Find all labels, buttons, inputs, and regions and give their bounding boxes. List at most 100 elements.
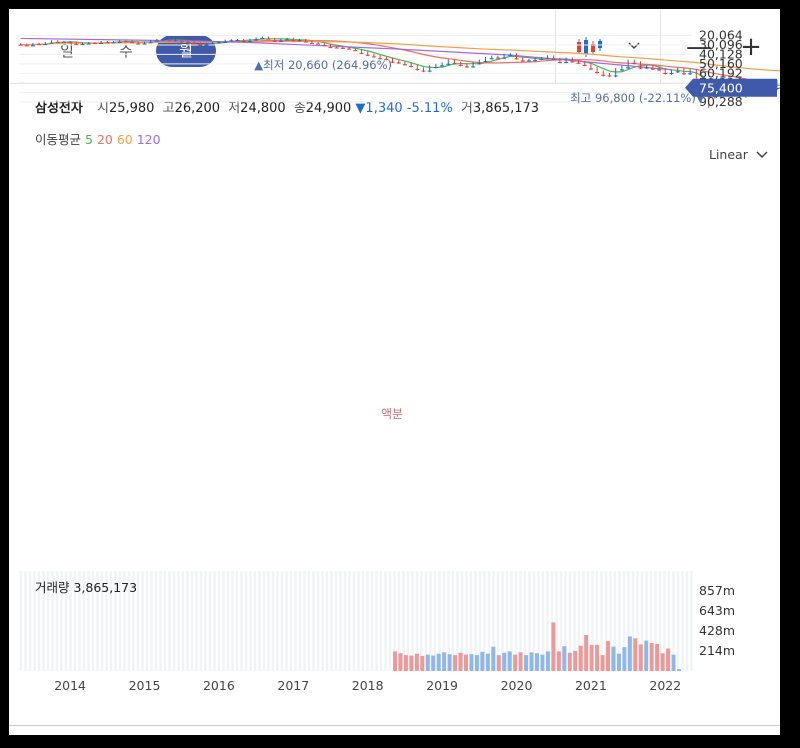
volume-bar bbox=[414, 653, 419, 671]
candle bbox=[316, 43, 321, 45]
volume-bar bbox=[491, 646, 496, 671]
candle bbox=[272, 40, 277, 42]
candle bbox=[49, 42, 54, 44]
candle bbox=[347, 48, 352, 50]
volume-bar bbox=[540, 654, 545, 671]
candle bbox=[148, 42, 153, 44]
candle bbox=[681, 73, 686, 75]
candle bbox=[340, 47, 345, 49]
volume-bar bbox=[431, 655, 436, 671]
candle bbox=[247, 41, 252, 43]
candle bbox=[86, 43, 91, 45]
ma120-line bbox=[20, 37, 672, 71]
split-event-label: 액분 bbox=[381, 407, 403, 421]
ma60-legend: 60 bbox=[116, 132, 133, 147]
candle bbox=[464, 66, 469, 68]
candle bbox=[514, 58, 519, 60]
volume-bar bbox=[524, 655, 529, 671]
candle bbox=[657, 69, 662, 71]
candle bbox=[471, 66, 476, 68]
price-tick-label: 20,064 bbox=[699, 27, 743, 42]
candle bbox=[68, 42, 73, 44]
change-percent: -5.11% bbox=[406, 101, 453, 116]
price-tick-label: 30,096 bbox=[699, 37, 743, 52]
volume-bar bbox=[551, 622, 556, 671]
candle bbox=[440, 65, 445, 67]
price-chart[interactable]: 90,28880,25670,22460,19250,16040,12830,0… bbox=[9, 9, 780, 735]
candle bbox=[229, 40, 234, 42]
volume-tick-label: 857m bbox=[699, 583, 735, 598]
candle bbox=[520, 60, 525, 62]
candle bbox=[539, 58, 544, 60]
candle bbox=[130, 42, 135, 44]
volume-bar bbox=[616, 653, 621, 671]
scale-selector[interactable]: Linear bbox=[709, 147, 768, 162]
year-tick-label: 2022 bbox=[649, 678, 681, 693]
candle bbox=[285, 39, 290, 41]
volume-bar bbox=[606, 641, 610, 671]
volume-bar bbox=[464, 654, 468, 671]
high-annotation: 최고 96,800 (-22.11%)▼ bbox=[570, 91, 705, 105]
volume-bar bbox=[627, 636, 632, 671]
volume-bar bbox=[425, 654, 430, 671]
candle bbox=[564, 61, 569, 63]
candle bbox=[179, 41, 184, 43]
candle bbox=[37, 44, 42, 46]
candle bbox=[582, 64, 587, 66]
candle bbox=[254, 39, 259, 41]
zoom-in-button[interactable]: + bbox=[740, 32, 762, 62]
candle bbox=[61, 41, 66, 43]
volume-bar bbox=[474, 655, 479, 671]
candle bbox=[185, 41, 190, 43]
candle bbox=[167, 40, 172, 42]
candle bbox=[675, 71, 680, 73]
candle bbox=[396, 62, 401, 64]
volume-bar bbox=[442, 652, 447, 671]
ma60-line bbox=[20, 40, 780, 72]
volume-bar bbox=[403, 655, 408, 671]
candle bbox=[223, 41, 228, 43]
candle bbox=[359, 52, 364, 54]
candle bbox=[99, 42, 104, 44]
change-value: ▼1,340 bbox=[355, 101, 403, 116]
candle bbox=[495, 57, 500, 59]
volume-bar bbox=[600, 655, 605, 671]
candle bbox=[198, 44, 203, 46]
candle bbox=[30, 45, 35, 47]
volume-bar bbox=[409, 655, 414, 671]
volume-value: 3,865,173 bbox=[472, 101, 540, 116]
candle bbox=[502, 57, 507, 59]
volume-bar bbox=[513, 654, 518, 671]
volume-bar bbox=[578, 645, 583, 671]
volume-bar bbox=[447, 654, 452, 671]
candle bbox=[334, 47, 339, 49]
scale-mode: Linear bbox=[709, 147, 748, 162]
candle bbox=[402, 64, 407, 66]
candle bbox=[92, 42, 97, 44]
candle bbox=[328, 47, 333, 49]
candle bbox=[322, 45, 327, 47]
price-summary: 삼성전자 시25,980 고26,200 저24,800 종24,900 ▼1,… bbox=[35, 97, 539, 116]
last-price-badge: 75,400 bbox=[685, 78, 777, 97]
tab-day[interactable]: 일 bbox=[60, 42, 74, 60]
candle bbox=[557, 61, 562, 63]
chevron-down-icon bbox=[756, 151, 768, 159]
candle bbox=[43, 44, 48, 46]
candle bbox=[452, 63, 457, 65]
candle bbox=[489, 58, 494, 60]
volume-bar bbox=[660, 653, 665, 671]
volume-bar bbox=[622, 647, 627, 671]
volume-bar bbox=[584, 635, 589, 671]
volume-bar bbox=[496, 655, 501, 671]
candle bbox=[421, 70, 426, 72]
candle bbox=[55, 41, 60, 43]
zoom-out-button[interactable]: — bbox=[686, 32, 712, 62]
candle bbox=[142, 43, 147, 45]
tab-week[interactable]: 주 bbox=[119, 42, 133, 60]
candle bbox=[154, 40, 159, 42]
volume-bar bbox=[485, 653, 490, 671]
candle bbox=[291, 40, 296, 42]
low-annotation: ▲최저 20,660 (264.96%) bbox=[254, 58, 392, 72]
candle bbox=[632, 62, 637, 64]
volume-bar bbox=[611, 646, 616, 671]
